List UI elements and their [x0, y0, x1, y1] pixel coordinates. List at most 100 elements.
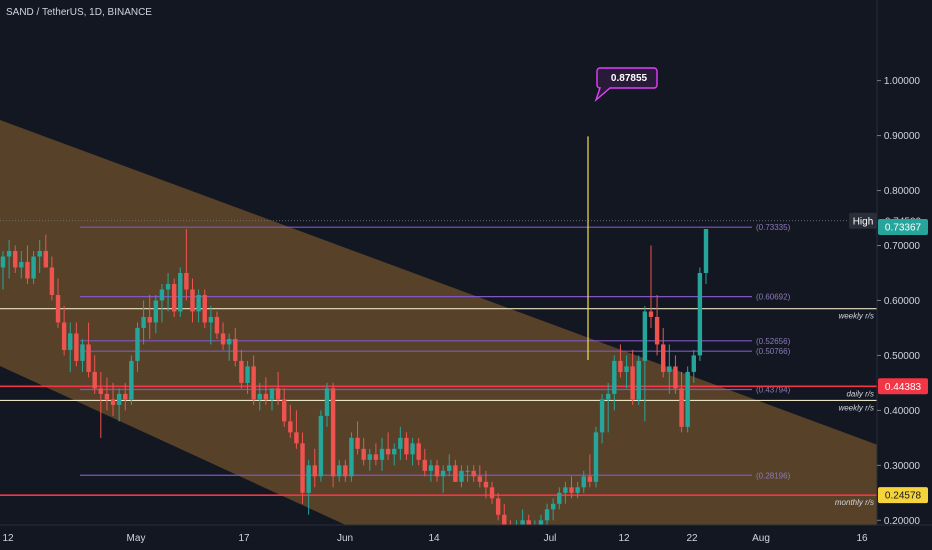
- daily-value-text: 0.44383: [885, 382, 922, 393]
- candle-body: [300, 443, 305, 493]
- candle-body: [392, 448, 397, 455]
- candle-body: [31, 256, 36, 279]
- candle-body: [104, 393, 110, 400]
- candle-body: [697, 272, 703, 356]
- candle-body: [569, 487, 574, 493]
- candle-body: [275, 388, 281, 400]
- x-tick-label: May: [127, 533, 146, 544]
- candle-body: [159, 289, 165, 301]
- candle-body: [538, 520, 544, 526]
- candle-body: [43, 250, 48, 268]
- candle-body: [398, 437, 403, 449]
- x-tick-label: Jun: [337, 533, 353, 544]
- y-tick-label: 1.00000: [884, 76, 921, 87]
- candle-body: [440, 470, 446, 477]
- candle-body: [92, 371, 97, 389]
- candle-body: [410, 443, 415, 455]
- candle-body: [196, 294, 201, 312]
- candle-body: [306, 465, 311, 493]
- candle-body: [355, 437, 360, 449]
- x-axis-panel[interactable]: [0, 525, 932, 550]
- fib-label: (0.60692): [756, 293, 791, 302]
- candle-body: [251, 366, 256, 400]
- candle-body: [550, 503, 556, 510]
- candle-body: [593, 432, 599, 482]
- candle-body: [263, 393, 269, 400]
- candle-body: [129, 360, 134, 400]
- candle-body: [141, 316, 146, 328]
- y-tick-label: 0.60000: [884, 296, 921, 307]
- candle-body: [226, 338, 232, 345]
- candle-body: [19, 261, 24, 268]
- candle-body: [575, 487, 580, 493]
- candle-body: [416, 443, 421, 460]
- candle-body: [116, 393, 122, 405]
- candle-body: [557, 492, 562, 504]
- candle-body: [367, 454, 372, 460]
- sr-label: weekly r/s: [838, 312, 874, 321]
- candle-body: [233, 338, 238, 361]
- fib-label: (0.50766): [756, 347, 791, 356]
- candle-body: [337, 465, 342, 477]
- candle-body: [324, 388, 330, 416]
- candle-body: [245, 366, 250, 383]
- price-callout[interactable]: 0.87855: [587, 67, 658, 360]
- fib-label: (0.52656): [756, 337, 791, 346]
- candle-body: [288, 421, 293, 433]
- candle-body: [123, 393, 128, 400]
- candle-body: [165, 283, 171, 290]
- symbol-label: SAND / TetherUS, 1D, BINANCE: [6, 7, 152, 18]
- candle-body: [349, 437, 354, 477]
- candle-body: [453, 465, 458, 482]
- candle-body: [86, 344, 91, 372]
- candle-body: [171, 283, 177, 312]
- candle-body: [379, 448, 385, 460]
- x-tick-label: 14: [428, 533, 440, 544]
- y-tick-label: 0.90000: [884, 131, 921, 142]
- x-tick-label: 17: [238, 533, 250, 544]
- candle-body: [330, 388, 336, 477]
- candle-body: [642, 311, 648, 361]
- candle-body: [648, 311, 654, 317]
- candles[interactable]: [0, 229, 709, 548]
- candle-body: [294, 432, 299, 444]
- candle-body: [282, 399, 287, 422]
- monthly-value-text: 0.24578: [885, 491, 922, 502]
- y-axis-panel[interactable]: [877, 0, 932, 525]
- daily-value-bg: [878, 378, 928, 395]
- x-tick-label: 16: [856, 533, 868, 544]
- candle-body: [343, 465, 348, 477]
- high-label-bg: [849, 212, 877, 229]
- candle-body: [0, 256, 6, 268]
- candle-body: [612, 360, 617, 394]
- y-tick-label: 0.70000: [884, 241, 921, 252]
- x-tick-label: Jul: [544, 533, 557, 544]
- candle-body: [13, 250, 18, 268]
- candle-body: [257, 393, 262, 400]
- high-label: High: [853, 216, 874, 227]
- candle-body: [434, 465, 440, 477]
- candle-body: [361, 448, 366, 460]
- sr-label: monthly r/s: [835, 498, 874, 507]
- candle-body: [190, 289, 195, 312]
- candle-body: [373, 454, 379, 460]
- candle-body: [61, 322, 67, 350]
- candle-body: [208, 316, 214, 323]
- candle-body: [495, 498, 501, 515]
- callout-value: 0.87855: [611, 73, 648, 84]
- x-tick-label: 22: [686, 533, 698, 544]
- y-tick-label: 0.50000: [884, 351, 921, 362]
- x-tick-label: Aug: [752, 533, 770, 544]
- y-tick-label: 0.40000: [884, 406, 921, 417]
- candle-body: [703, 229, 709, 273]
- candle-body: [404, 437, 409, 455]
- candle-body: [667, 366, 672, 372]
- candle-body: [98, 388, 104, 394]
- candle-body: [624, 366, 629, 372]
- candle-body: [269, 388, 275, 400]
- candle-body: [471, 470, 476, 477]
- candle-body: [312, 465, 317, 477]
